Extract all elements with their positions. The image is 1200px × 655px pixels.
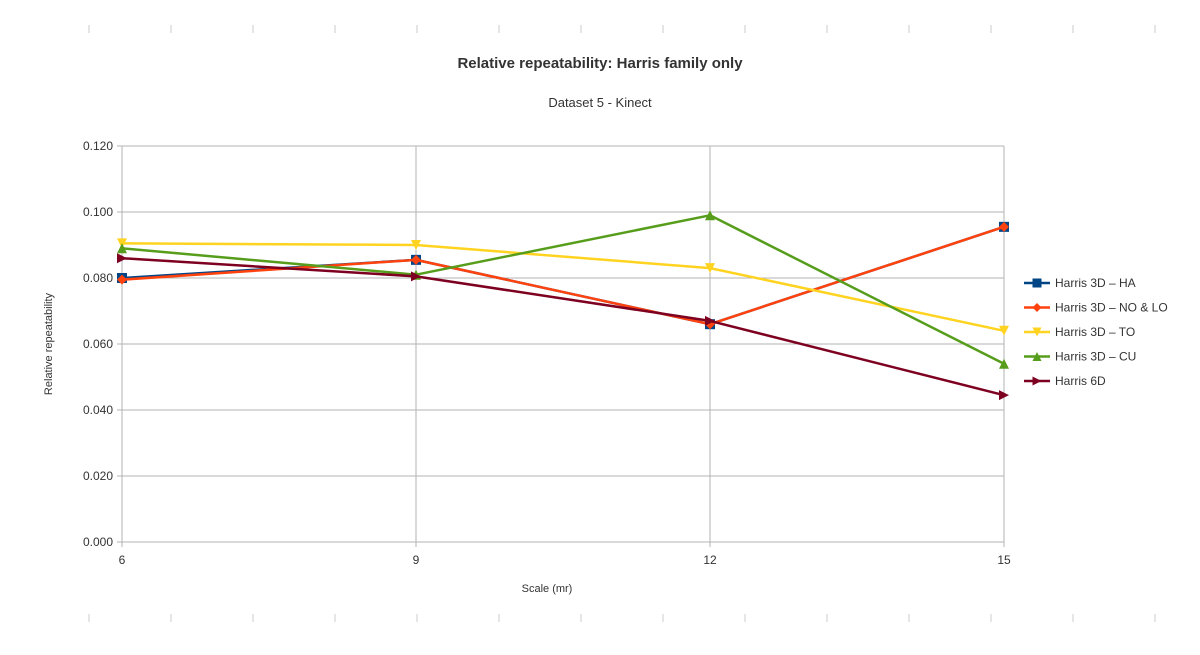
data-point [1032,327,1042,337]
data-point [1032,352,1042,361]
data-point [705,210,715,221]
x-tick-label: 12 [703,553,717,567]
y-tick-label: 0.080 [83,271,113,285]
frame-decorations [88,25,1156,622]
x-tick-label: 15 [997,553,1011,567]
series-line [121,225,1005,326]
series-line [121,225,1005,326]
series-group [117,221,1009,330]
legend-item: Harris 3D – CU [1024,350,1136,364]
legend-label: Harris 3D – HA [1055,276,1136,290]
data-point [117,243,127,254]
legend: Harris 3D – HA Harris 3D – NO & LO Harris … [1024,276,1168,388]
legend-item: Harris 6D [1024,374,1106,388]
series-group [117,238,1009,336]
chart-subtitle: Dataset 5 - Kinect [548,95,652,110]
data-point [999,325,1009,336]
data-point [1032,278,1042,288]
legend-label: Harris 3D – NO & LO [1055,301,1168,315]
y-tick-label: 0.020 [83,469,113,483]
y-tick-label: 0.100 [83,205,113,219]
legend-item: Harris 3D – HA [1024,276,1136,290]
series-line [121,256,1005,397]
data-point [999,221,1009,232]
data-point [705,315,715,326]
legend-item: Harris 3D – TO [1024,325,1135,339]
series-group [117,210,1009,369]
x-tick-label: 9 [413,553,420,567]
y-axis-ticks: 0.000 0.020 0.040 0.060 0.080 0.100 0.120 [83,139,122,549]
series-group [117,253,1009,401]
data-point [999,358,1009,369]
y-tick-label: 0.060 [83,337,113,351]
y-axis-title: Relative repeatability [43,292,55,395]
data-point [117,253,127,264]
data-point [411,271,421,282]
series-group [117,221,1009,330]
chart-title: Relative repeatability: Harris family on… [457,55,743,72]
data-point [999,390,1009,401]
series-line [121,242,1005,333]
legend-label: Harris 3D – TO [1055,325,1135,339]
data-point [1032,303,1042,312]
series-layer [117,210,1009,401]
y-tick-label: 0.040 [83,403,113,417]
data-point [705,263,715,274]
x-tick-label: 6 [119,553,126,567]
x-axis-ticks: 6 9 12 15 [119,542,1011,567]
data-point [117,274,127,285]
series-line [121,214,1005,365]
data-point [411,240,421,250]
x-axis-title: Scale (mr) [522,583,573,595]
legend-label: Harris 6D [1055,374,1106,388]
y-tick-label: 0.120 [83,139,113,153]
grid-lines [121,145,1005,543]
legend-item: Harris 3D – NO & LO [1024,301,1168,315]
legend-label: Harris 3D – CU [1055,350,1136,364]
data-point [1032,376,1042,386]
y-tick-label: 0.000 [83,535,113,549]
data-point [411,254,421,265]
